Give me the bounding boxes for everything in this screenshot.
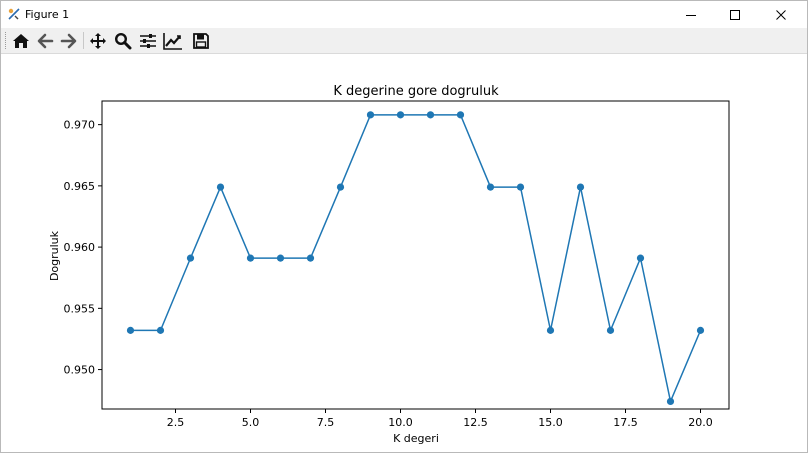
maximize-button[interactable] — [713, 1, 757, 28]
matplotlib-app-icon — [8, 8, 20, 20]
line-chart[interactable]: K degerine gore dogruluk 2.5 5.0 7.5 10.0 12… — [1, 54, 807, 452]
y-tick-label: 0.955 — [64, 302, 96, 315]
window-title: Figure 1 — [25, 8, 70, 21]
x-tick-label: 20.0 — [688, 416, 713, 429]
title-bar[interactable]: Figure 1 — [1, 1, 807, 28]
y-tick-label: 0.960 — [64, 241, 96, 254]
pan-icon — [90, 32, 106, 49]
y-tick-label: 0.950 — [64, 364, 96, 377]
x-axis: 2.5 5.0 7.5 10.0 12.5 15.0 17.5 20.0 — [167, 409, 713, 429]
axes-frame — [101, 100, 730, 410]
edit-axis-button[interactable] — [162, 30, 184, 51]
data-point — [486, 183, 495, 191]
chart-title: K degerine gore dogruluk — [333, 84, 499, 99]
navigation-toolbar — [1, 28, 807, 54]
subplots-config-icon — [140, 33, 156, 48]
x-tick-label: 5.0 — [242, 416, 260, 429]
home-icon — [13, 33, 29, 48]
zoom-icon — [114, 32, 132, 49]
data-point — [246, 254, 255, 262]
toolbar-grip[interactable] — [5, 32, 9, 49]
forward-arrow-icon — [60, 33, 77, 48]
forward-button[interactable] — [58, 30, 80, 51]
figure-canvas[interactable]: K degerine gore dogruluk 2.5 5.0 7.5 10.0 12… — [1, 54, 807, 452]
data-point — [216, 183, 225, 191]
data-point — [456, 111, 465, 119]
x-tick-label: 17.5 — [613, 416, 638, 429]
x-tick-label: 12.5 — [463, 416, 488, 429]
series-line — [130, 114, 702, 404]
close-icon — [776, 9, 786, 20]
plot-area — [126, 111, 705, 406]
data-point — [666, 397, 675, 406]
x-tick-label: 7.5 — [317, 416, 335, 429]
save-button[interactable] — [190, 30, 212, 51]
data-point — [606, 326, 615, 334]
y-tick-label: 0.965 — [64, 180, 96, 193]
data-point — [276, 254, 285, 262]
data-point — [516, 183, 525, 191]
x-tick-label: 15.0 — [538, 416, 563, 429]
data-point — [306, 254, 315, 262]
edit-axis-icon — [163, 32, 182, 50]
maximize-icon — [730, 9, 740, 20]
x-tick-label: 2.5 — [167, 416, 185, 429]
data-point — [336, 183, 345, 191]
data-point — [576, 183, 585, 191]
data-point — [426, 111, 435, 119]
back-button[interactable] — [34, 30, 56, 51]
data-point — [696, 326, 705, 334]
x-tick-label: 10.0 — [388, 416, 413, 429]
data-point — [636, 254, 645, 262]
subplots-button[interactable] — [137, 30, 159, 51]
y-axis-label: Dogruluk — [48, 230, 61, 281]
toolbar-separator — [83, 32, 84, 49]
x-axis-label: K degeri — [393, 432, 439, 445]
data-point — [546, 326, 555, 334]
close-button[interactable] — [759, 1, 803, 28]
data-point — [126, 326, 135, 334]
save-icon — [193, 32, 209, 49]
y-tick-label: 0.970 — [64, 119, 96, 132]
pan-button[interactable] — [87, 30, 109, 51]
y-axis: 0.950 0.955 0.960 0.965 0.970 — [64, 119, 102, 377]
home-button[interactable] — [10, 30, 32, 51]
back-arrow-icon — [37, 33, 54, 48]
data-point — [156, 326, 165, 334]
data-point — [396, 111, 405, 119]
data-point — [366, 111, 375, 119]
minimize-icon — [686, 14, 696, 16]
data-point — [186, 254, 195, 262]
minimize-button[interactable] — [669, 1, 713, 28]
zoom-button[interactable] — [112, 30, 134, 51]
